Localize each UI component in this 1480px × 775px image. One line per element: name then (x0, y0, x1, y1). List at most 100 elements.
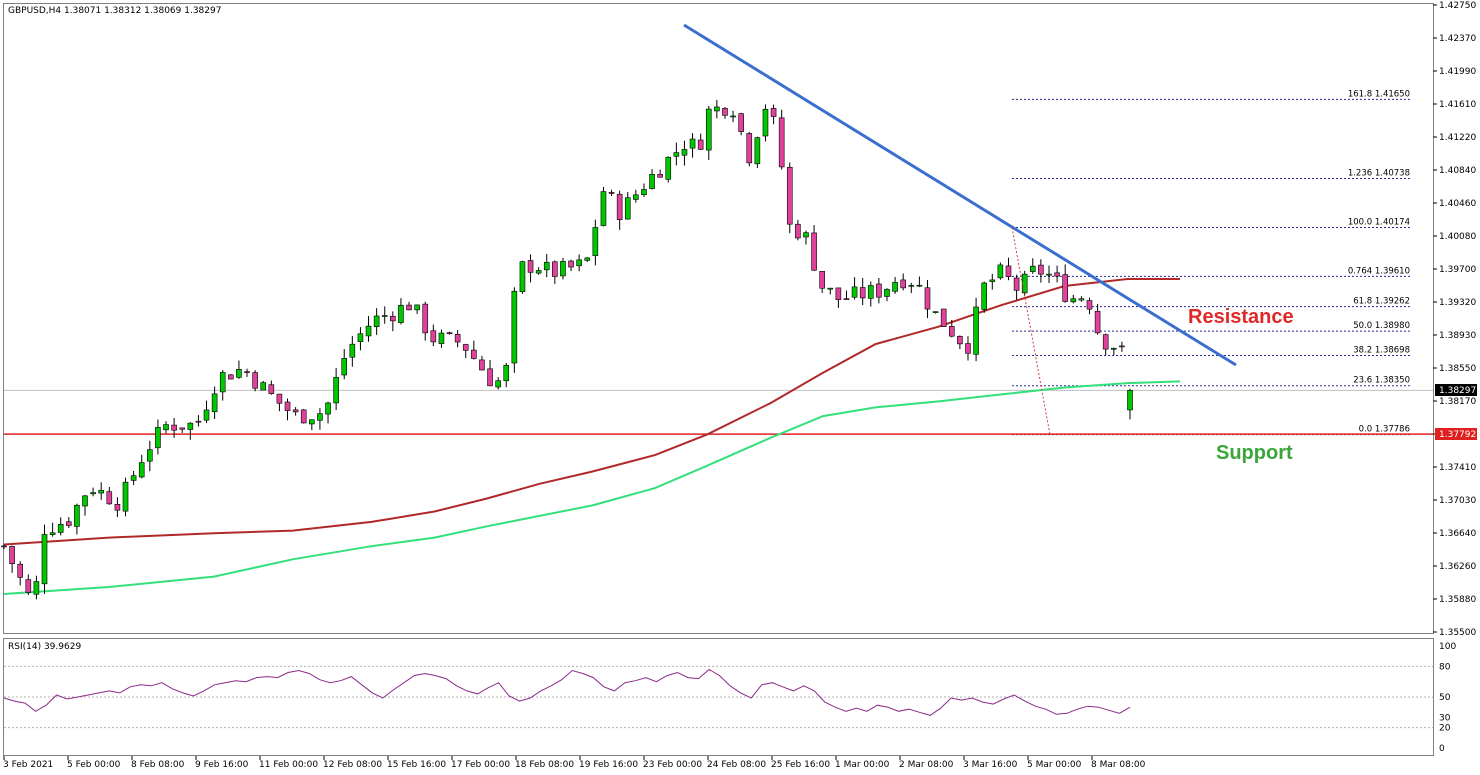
candle-body (900, 279, 906, 289)
candle-body (1102, 334, 1109, 350)
support-price-tag (1435, 428, 1477, 440)
candle (867, 281, 874, 307)
candle-body (932, 311, 939, 313)
candle (341, 349, 348, 380)
candle (843, 290, 850, 300)
candle-body (260, 382, 267, 391)
candle-body (422, 303, 429, 334)
candle (746, 131, 753, 167)
rsi-label: RSI(14) 39.9629 (8, 642, 81, 652)
fib-level-label: 161.8 1.41650 (1348, 89, 1410, 99)
candle-body (495, 380, 501, 388)
candle-body (770, 108, 777, 117)
candle (260, 380, 267, 391)
chart-header-symbol: GBPUSD,H4 (8, 6, 61, 16)
candle-body (462, 344, 469, 351)
candle-body (843, 298, 850, 300)
x-tick-label: 24 Feb 08:00 (707, 760, 766, 770)
x-tick-label: 1 Mar 00:00 (835, 760, 890, 770)
candle-body (292, 409, 299, 413)
candle-body (940, 308, 947, 327)
candle-body (811, 232, 817, 271)
candle (66, 517, 72, 528)
candle (811, 225, 817, 271)
candle (333, 367, 339, 410)
candle-body (924, 287, 931, 310)
candle-body (357, 333, 364, 342)
candle-body (398, 304, 404, 323)
candle-body (138, 462, 145, 478)
fib-level-label: 0.0 1.37786 (1359, 425, 1410, 435)
candle (981, 281, 987, 313)
candle (803, 230, 809, 245)
candle-body (57, 523, 64, 533)
candle (49, 522, 56, 537)
fib-anchor-connector (1011, 227, 1051, 435)
candle (454, 330, 461, 348)
candle (819, 271, 825, 293)
y-tick-label: 1.41990 (1439, 67, 1476, 77)
candle-body (438, 332, 445, 344)
candle-body (503, 365, 510, 382)
candle-body (82, 495, 88, 507)
candle-body (957, 336, 963, 345)
candle-body (1054, 272, 1060, 277)
fib-level-label: 100.0 1.40174 (1348, 217, 1410, 227)
candle (730, 110, 736, 123)
candle (786, 162, 793, 234)
y-tick-label: 1.41610 (1439, 100, 1476, 110)
candle-body (155, 427, 161, 449)
candle-body (1021, 273, 1028, 294)
candle-body (803, 232, 809, 238)
candle (932, 311, 939, 314)
candle-body (268, 384, 275, 394)
candle (98, 482, 105, 500)
candle-body (738, 113, 744, 132)
candle-body (33, 581, 40, 595)
candle-body (471, 349, 477, 359)
candle-body (876, 283, 882, 298)
candle (33, 575, 40, 600)
candle-body (543, 261, 550, 271)
candle (657, 169, 663, 178)
candle (147, 440, 153, 472)
candle-body (989, 279, 996, 282)
candle (948, 319, 955, 338)
candle (924, 279, 931, 319)
candle (705, 105, 712, 160)
candle-body (236, 369, 242, 378)
candle (25, 574, 32, 595)
candle (697, 133, 704, 151)
candle-body (187, 422, 194, 430)
candle (908, 282, 915, 294)
candle-body (203, 409, 210, 421)
candle-body (1070, 298, 1077, 303)
y-tick-label: 1.39700 (1439, 265, 1476, 275)
x-tick-label: 9 Feb 16:00 (195, 760, 249, 770)
candle (965, 336, 971, 361)
candle-body (867, 285, 874, 299)
candle-body (219, 372, 226, 393)
x-tick-label: 19 Feb 16:00 (579, 760, 638, 770)
candle (1086, 297, 1093, 315)
candle-body (49, 532, 56, 535)
candle-body (252, 372, 258, 389)
candle (527, 254, 534, 283)
candle (276, 393, 283, 412)
y-tick-label: 1.40080 (1439, 232, 1476, 242)
candle (462, 343, 469, 359)
candle-body (819, 271, 825, 289)
candle (762, 104, 769, 142)
candle (268, 380, 275, 395)
candle (633, 189, 639, 203)
candle-body (705, 108, 712, 151)
candle-body (179, 427, 186, 430)
x-tick-label: 25 Feb 16:00 (771, 760, 830, 770)
candle (624, 192, 631, 220)
candle (292, 407, 299, 416)
candle-body (373, 315, 380, 328)
candle (738, 112, 744, 136)
candle (1062, 264, 1068, 303)
rsi-level-label: 0 (1439, 744, 1445, 754)
